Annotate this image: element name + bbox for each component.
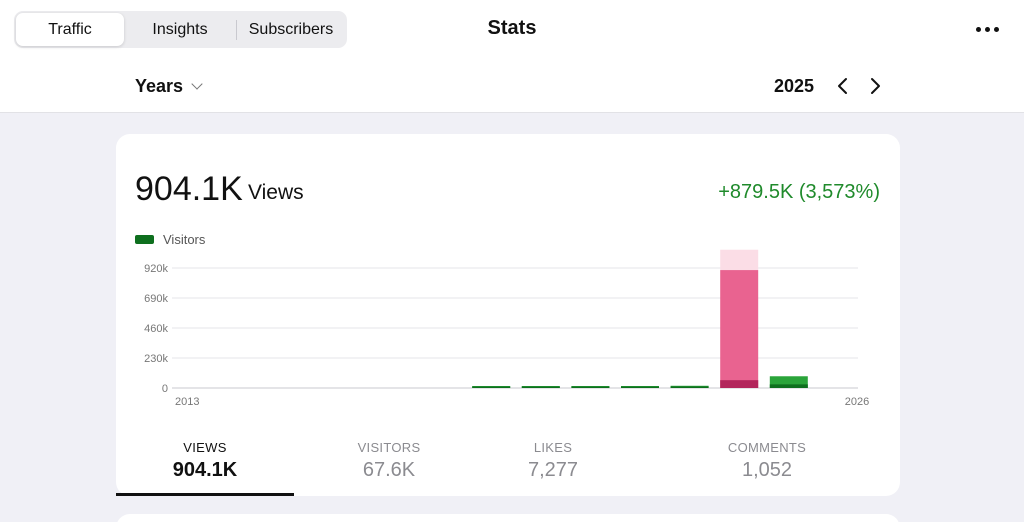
x-tick-label: 2026: [845, 396, 869, 408]
active-tab-underline: [116, 493, 294, 496]
bar-visitors: [769, 384, 808, 388]
bar-views: [720, 270, 759, 388]
y-tick-label: 460k: [144, 323, 168, 335]
bar-visitors: [521, 386, 560, 388]
metric-label: COMMENTS: [727, 440, 807, 455]
next-card: [116, 514, 900, 522]
next-year-button[interactable]: [863, 74, 887, 98]
tab-insights[interactable]: Insights: [152, 21, 208, 38]
selected-year: 2025: [774, 76, 815, 96]
ellipsis-icon: [993, 26, 999, 32]
tab-subscribers[interactable]: Subscribers: [248, 21, 334, 38]
legend-label: Visitors: [163, 232, 206, 247]
summary-value: 904.1K: [135, 170, 243, 208]
metric-tab-comments[interactable]: COMMENTS 1,052: [678, 432, 856, 496]
y-tick-label: 920k: [144, 263, 168, 275]
bar-highlight-extra: [720, 249, 759, 271]
bar-visitors: [720, 380, 759, 388]
metric-label: VISITORS: [357, 440, 421, 455]
x-tick-label: 2013: [175, 396, 199, 408]
summary-unit: Views: [248, 181, 304, 204]
metric-tab-views[interactable]: VIEWS 904.1K: [116, 432, 294, 496]
section-segmented-control: Traffic Insights Subscribers: [14, 11, 347, 48]
segment-divider: [236, 20, 237, 40]
ellipsis-icon: [975, 26, 981, 32]
more-button[interactable]: [968, 14, 1006, 44]
ellipsis-icon: [984, 26, 990, 32]
bar-views: [769, 376, 808, 388]
chevron-down-icon: [191, 77, 203, 90]
tab-traffic[interactable]: Traffic: [16, 13, 124, 46]
metric-label: VIEWS: [183, 440, 227, 455]
top-bar: Traffic Insights Subscribers Stats Years…: [0, 0, 1024, 113]
bar-visitors: [621, 386, 659, 388]
chevron-right-icon: [871, 78, 880, 94]
views-bar-chart: 920k 690k 460k 230k 0 2013 2026: [144, 249, 869, 408]
metric-label: LIKES: [533, 440, 573, 455]
y-tick-label: 0: [162, 383, 168, 395]
chart-legend: Visitors: [135, 232, 205, 247]
summary-change: +879.5K (3,573%): [718, 181, 880, 203]
metric-tab-visitors[interactable]: VISITORS 67.6K: [300, 432, 478, 496]
period-selector[interactable]: Years: [135, 74, 203, 98]
metric-value: 7,277: [527, 459, 579, 481]
y-tick-label: 230k: [144, 353, 168, 365]
metric-value: 67.6K: [362, 459, 416, 481]
bar-visitors: [472, 386, 511, 388]
period-label: Years: [135, 75, 184, 96]
legend-swatch: [135, 235, 154, 244]
y-tick-label: 690k: [144, 293, 168, 305]
bar-visitors: [670, 386, 709, 388]
bar-visitors: [571, 386, 610, 388]
metric-tab-likes[interactable]: LIKES 7,277: [464, 432, 642, 496]
stats-card: 904.1K Views +879.5K (3,573%) Visitors 9…: [116, 134, 900, 496]
previous-year-button[interactable]: [831, 74, 855, 98]
chevron-left-icon: [838, 78, 847, 94]
metric-value: 1,052: [741, 459, 793, 481]
metric-value: 904.1K: [172, 459, 238, 481]
